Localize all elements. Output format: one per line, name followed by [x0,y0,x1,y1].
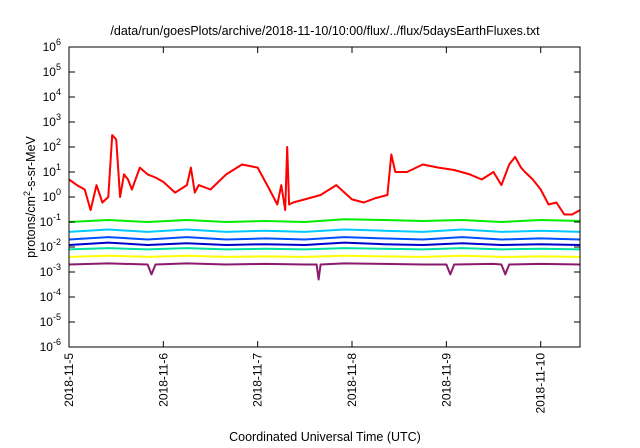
x-axis-ticks: 2018-11-5 2018-11-6 2018-11-7 2018-11-8 2018… [62,47,548,414]
y-axis-label: protons/cm2-s-sr-MeV [22,135,38,257]
y-axis-label-base: protons/cm [24,196,38,258]
flux-series-line-1 [68,134,581,216]
y-axis-label-rest: -s-sr-MeV [24,135,38,191]
y-tick-label: 106 [43,37,61,54]
flux-series-line-5 [68,241,581,246]
x-tick-label: 2018-11-8 [345,353,359,407]
y-axis-label-sup: 2 [22,191,32,196]
y-tick-label: 10-4 [40,287,61,304]
y-tick-label: 103 [43,112,61,129]
x-tick-label: 2018-11-9 [439,353,453,407]
flux-series-line-8 [68,262,581,281]
flux-series-line-3 [68,228,581,233]
y-tick-label: 101 [43,162,61,179]
y-tick-label: 102 [43,137,61,154]
flux-series-line-2 [68,218,581,223]
y-tick-label: 10-3 [40,262,61,279]
y-tick-label: 10-6 [40,337,61,354]
y-tick-label: 105 [43,62,61,79]
flux-series-line-7 [68,254,581,258]
chart-title: /data/run/goesPlots/archive/2018-11-10/1… [110,24,540,38]
x-tick-label: 2018-11-10 [534,353,548,414]
y-tick-label: 100 [43,187,61,204]
x-tick-label: 2018-11-6 [156,353,170,407]
flux-series-line-6 [68,247,581,251]
x-tick-label: 2018-11-5 [62,353,76,407]
y-tick-label: 10-2 [40,237,61,254]
y-tick-label: 10-1 [40,212,61,229]
y-axis-ticks: 10-6 10-5 10-4 10-3 10-2 10-1 100 101 102 103 104 1… [40,37,580,354]
series-layer [68,134,581,281]
plot-frame [68,46,581,348]
flux-series-line-4 [68,236,581,241]
y-tick-label: 10-5 [40,312,61,329]
y-tick-label: 104 [43,87,61,104]
x-tick-label: 2018-11-7 [251,353,265,407]
x-axis-label: Coordinated Universal Time (UTC) [229,430,421,444]
